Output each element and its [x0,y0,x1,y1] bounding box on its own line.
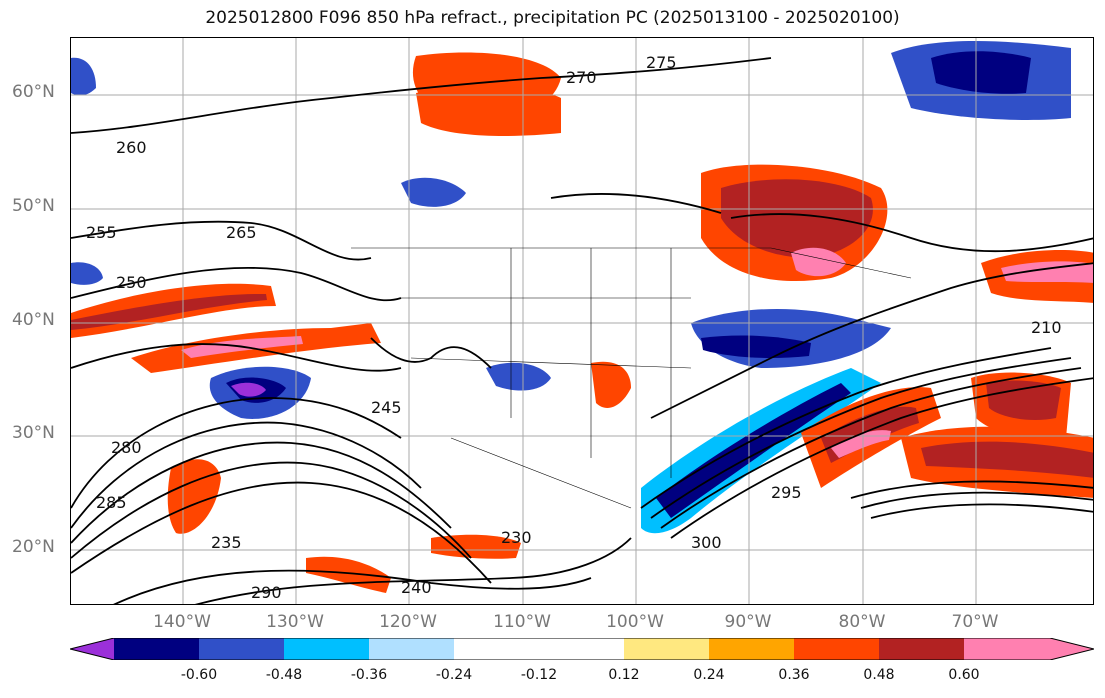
map-panel: 275 270 265 260 255 250 245 240 235 230 … [70,37,1094,605]
colorbar-segment [879,638,964,660]
lat-label-40n: 40°N [12,310,55,330]
borders [351,247,912,509]
lon-label-120w: 120°W [379,612,437,632]
contour-label: 285 [96,493,127,512]
colorbar-tick: -0.12 [520,667,558,683]
contour-label: 210 [1031,318,1062,337]
figure-title: 2025012800 F096 850 hPa refract., precip… [205,8,900,28]
lat-label-60n: 60°N [12,82,55,102]
lon-label-130w: 130°W [266,612,324,632]
contour-label: 235 [211,533,242,552]
contour-lines [71,57,1093,604]
contour-label: 245 [371,398,402,417]
colorbar-tick: -0.36 [350,667,388,683]
contour-label: 250 [116,273,147,292]
colorbar-segment [964,638,1050,660]
contour-label: 240 [401,578,432,597]
contour-label: 270 [566,68,597,87]
contour-label: 265 [226,223,257,242]
colorbar-tick: 0.24 [693,667,725,683]
precip-shading [71,41,1093,593]
colorbar-segment [199,638,284,660]
colorbar-segment [454,638,624,660]
contour-label: 230 [501,528,532,547]
lon-label-140w: 140°W [153,612,211,632]
lon-label-100w: 100°W [606,612,664,632]
contour-labels: 275 270 265 260 255 250 245 240 235 230 … [86,53,1062,602]
colorbar-segment [794,638,879,660]
colorbar-extend-low [70,638,114,660]
lon-label-110w: 110°W [493,612,551,632]
colorbar-tick: 0.12 [608,667,640,683]
colorbar-segment [709,638,794,660]
lat-label-30n: 30°N [12,423,55,443]
lat-label-20n: 20°N [12,537,55,557]
lon-label-90w: 90°W [724,612,772,632]
colorbar-tick: -0.48 [265,667,303,683]
colorbar-tick: 0.48 [863,667,895,683]
colorbar-segment [114,638,199,660]
contour-label: 275 [646,53,677,72]
colorbar-tick: 0.60 [948,667,980,683]
map-svg: 275 270 265 260 255 250 245 240 235 230 … [71,38,1093,604]
colorbar-segment [624,638,709,660]
contour-label: 290 [251,583,282,602]
colorbar-extend-high [1050,638,1094,660]
contour-label: 260 [116,138,147,157]
graticule [71,38,1093,604]
colorbar-segment [369,638,454,660]
contour-label: 280 [111,438,142,457]
lat-label-50n: 50°N [12,196,55,216]
lon-label-70w: 70°W [951,612,999,632]
contour-label: 295 [771,483,802,502]
contour-label: 255 [86,223,117,242]
colorbar-tick: -0.60 [180,667,218,683]
contour-label: 300 [691,533,722,552]
colorbar-segment [284,638,369,660]
colorbar-tick: 0.36 [778,667,810,683]
lon-label-80w: 80°W [838,612,886,632]
colorbar [70,638,1094,660]
colorbar-tick: -0.24 [435,667,473,683]
